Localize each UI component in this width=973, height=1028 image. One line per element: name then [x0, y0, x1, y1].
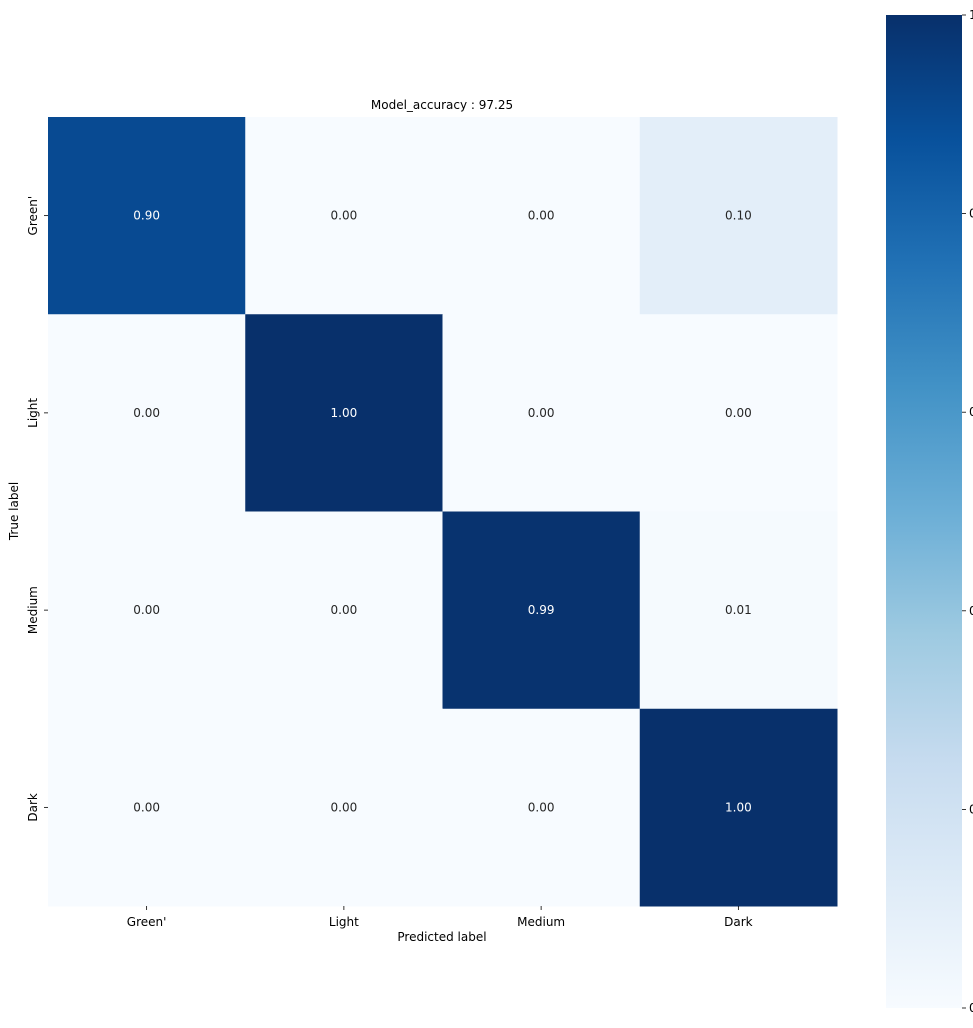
heatmap-cell	[442, 708, 641, 907]
heatmap-cells: 0.90 0.00 0.00 0.10 0.00 1.00 0.00 0.00 0.00 0.00…	[48, 117, 838, 907]
y-tick-label: Green'	[26, 196, 40, 236]
cell-value-label: 0.00	[331, 603, 358, 617]
colorbar-tick-label: 1.0	[969, 8, 973, 22]
heatmap-cell	[48, 314, 246, 512]
heatmap-cell	[639, 511, 838, 710]
cell-value-label: 0.00	[528, 406, 555, 420]
colorbar-tick-label: 0.8	[969, 207, 973, 221]
x-tick-label: Dark	[724, 915, 753, 929]
x-tick-label: Light	[329, 915, 359, 929]
colorbar-tick-label: 0.4	[969, 604, 973, 618]
chart-title: Model_accuracy : 97.25	[371, 98, 513, 112]
cell-value-label: 0.00	[528, 800, 555, 814]
cell-value-label: 0.00	[133, 603, 160, 617]
cell-value-label: 1.00	[725, 800, 752, 814]
heatmap-cell	[245, 117, 443, 315]
cell-value-label: 0.00	[331, 209, 358, 223]
heatmap-cell	[442, 117, 641, 315]
x-axis-ticks: Green' Light Medium Dark	[127, 906, 753, 929]
y-tick-label: Dark	[26, 793, 40, 822]
heatmap-cell	[48, 117, 246, 315]
cell-value-label: 0.00	[528, 209, 555, 223]
cell-value-label: 0.00	[331, 800, 358, 814]
y-tick-label: Medium	[26, 586, 40, 634]
cell-value-label: 0.00	[725, 406, 752, 420]
y-axis-label: True label	[7, 482, 21, 541]
heatmap-cell	[48, 708, 246, 907]
cell-value-label: 0.01	[725, 603, 752, 617]
heatmap-cell	[639, 708, 838, 907]
colorbar-tick-label: 0.6	[969, 405, 973, 419]
x-tick-label: Green'	[127, 915, 167, 929]
colorbar-ticks: 0.0 0.2 0.4 0.6 0.8 1.0	[962, 8, 973, 1015]
y-tick-label: Light	[26, 398, 40, 428]
heatmap-cell	[442, 511, 641, 710]
heatmap-cell	[639, 117, 838, 315]
cell-value-label: 1.00	[331, 406, 358, 420]
heatmap-cell	[442, 314, 641, 512]
heatmap-cell	[245, 314, 443, 512]
x-tick-label: Medium	[517, 915, 565, 929]
heatmap-cell	[639, 314, 838, 512]
cell-value-label: 0.10	[725, 209, 752, 223]
heatmap-cell	[245, 511, 443, 710]
colorbar-tick-label: 0.0	[969, 1001, 973, 1015]
colorbar	[886, 15, 962, 1008]
x-axis-label: Predicted label	[397, 930, 486, 944]
heatmap-cell	[48, 511, 246, 710]
colorbar-tick-label: 0.2	[969, 802, 973, 816]
y-axis-ticks: Green' Light Medium Dark	[26, 196, 48, 822]
cell-value-label: 0.00	[133, 800, 160, 814]
cell-value-label: 0.00	[133, 406, 160, 420]
cell-value-label: 0.90	[133, 209, 160, 223]
cell-value-label: 0.99	[528, 603, 555, 617]
heatmap-cell	[245, 708, 443, 907]
